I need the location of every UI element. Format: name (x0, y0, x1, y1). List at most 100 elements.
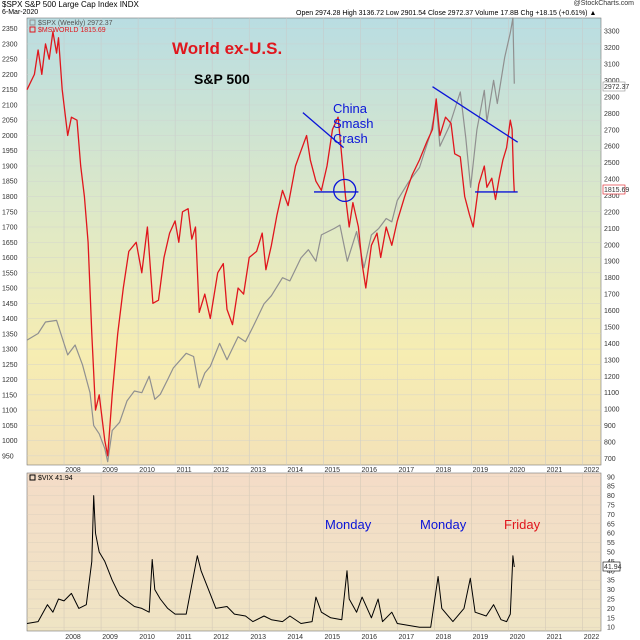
main-legend: $SPX (Weekly) 2972.37 $MSWORLD 1815.69 (29, 19, 113, 34)
spx-last-value-tag: 2972.37 (602, 81, 629, 92)
vix-tick-label: 70 (607, 512, 615, 519)
spx-line (26, 17, 515, 463)
left-tick-label: 1600 (2, 255, 18, 262)
vix-x-tick-label: 2022 (584, 634, 600, 640)
vix-tick-label: 85 (607, 484, 615, 491)
left-tick-label: 1850 (2, 179, 18, 186)
annotation-shapes (302, 86, 519, 203)
vix-line (26, 495, 515, 628)
right-tick-label: 2200 (604, 209, 620, 216)
vix-x-tick-label: 2012 (213, 634, 229, 640)
left-tick-label: 1650 (2, 240, 18, 247)
vix-x-tick-label: 2009 (102, 634, 118, 640)
left-tick-label: 2350 (2, 26, 18, 33)
vix-x-tick-label: 2013 (250, 634, 266, 640)
vix-x-tick-label: 2016 (362, 634, 378, 640)
x-tick-label: 2021 (547, 467, 563, 474)
left-tick-label: 1350 (2, 331, 18, 338)
vix-legend-label: $VIX 41.94 (38, 475, 73, 482)
left-tick-label: 1200 (2, 377, 18, 384)
vix-tick-label: 30 (607, 587, 615, 594)
x-tick-label: 2017 (399, 467, 415, 474)
axis-ticks: 2008200820092009201020102011201120122012… (2, 26, 620, 640)
right-tick-label: 3300 (604, 29, 620, 36)
world-ex-us-annotation: World ex-U.S. (172, 39, 282, 58)
vix-last-value: 41.94 (604, 564, 622, 571)
right-tick-label: 1700 (604, 292, 620, 299)
right-tick-label: 3100 (604, 62, 620, 69)
x-tick-label: 2014 (287, 467, 303, 474)
left-tick-label: 2100 (2, 102, 18, 109)
china-trendline (302, 112, 345, 149)
world-trendline (432, 86, 519, 143)
right-tick-label: 1300 (604, 357, 620, 364)
left-tick-label: 2050 (2, 118, 18, 125)
vix-gridlines (27, 473, 601, 631)
vix-x-tick-label: 2021 (547, 634, 563, 640)
main-gridlines (27, 18, 601, 465)
right-tick-label: 1500 (604, 324, 620, 331)
left-tick-label: 1100 (2, 408, 17, 415)
x-tick-label: 2012 (213, 467, 229, 474)
world-line (26, 31, 515, 457)
left-tick-label: 1500 (2, 286, 18, 293)
x-tick-label: 2018 (436, 467, 452, 474)
vix-tick-label: 25 (607, 597, 615, 604)
spx-last-value-box (602, 81, 626, 92)
x-tick-label: 2016 (362, 467, 378, 474)
chart-header: $SPX S&P 500 Large Cap Index INDX 6-Mar-… (0, 0, 640, 18)
left-tick-label: 1150 (2, 392, 17, 399)
x-tick-label: 2011 (177, 467, 192, 474)
china-annotation-line1: China (333, 101, 368, 116)
right-tick-label: 2100 (604, 226, 620, 233)
right-tick-label: 700 (604, 456, 616, 463)
vix-friday-label: Friday (504, 517, 541, 532)
china-annotation-line2: Smash (333, 116, 373, 131)
ohlc-readout: Open 2974.28 High 3136.72 Low 2901.54 Cl… (296, 10, 597, 17)
left-tick-label: 950 (2, 453, 14, 460)
right-tick-label: 2900 (604, 94, 620, 101)
right-tick-label: 1200 (604, 374, 620, 381)
vix-x-tick-label: 2010 (139, 634, 155, 640)
left-tick-label: 1550 (2, 270, 18, 277)
right-tick-label: 2400 (604, 177, 620, 184)
vix-tick-label: 40 (607, 568, 615, 575)
left-tick-label: 1300 (2, 347, 18, 354)
left-tick-label: 1450 (2, 301, 18, 308)
main-series (26, 17, 515, 463)
world-last-value-tag: 1815.69 (602, 184, 629, 195)
sp500-annotation: S&P 500 (194, 71, 250, 87)
right-tick-label: 1100 (604, 390, 619, 397)
vix-tick-label: 55 (607, 540, 615, 547)
left-tick-label: 2300 (2, 41, 18, 48)
left-tick-label: 2250 (2, 57, 18, 64)
right-tick-label: 1400 (604, 341, 620, 348)
vix-x-tick-label: 2018 (436, 634, 452, 640)
vix-tick-label: 10 (607, 625, 615, 632)
vix-monday-label-1: Monday (325, 517, 372, 532)
brand-label: @StockCharts.com (573, 0, 634, 7)
spx-legend-label: $SPX (Weekly) 2972.37 (38, 20, 113, 27)
vix-tick-label: 50 (607, 550, 615, 557)
spx-last-value: 2972.37 (604, 84, 629, 91)
right-tick-label: 2000 (604, 242, 620, 249)
x-tick-label: 2022 (584, 467, 600, 474)
vix-x-tick-label: 2014 (287, 634, 303, 640)
vix-tick-label: 60 (607, 531, 615, 538)
x-tick-label: 2008 (65, 467, 81, 474)
left-tick-label: 1000 (2, 438, 18, 445)
date-label: 6-Mar-2020 (2, 9, 39, 16)
left-tick-label: 1750 (2, 209, 18, 216)
vix-x-tick-label: 2020 (510, 634, 526, 640)
world-last-value: 1815.69 (604, 187, 629, 194)
right-tick-label: 800 (604, 439, 616, 446)
x-tick-label: 2009 (102, 467, 118, 474)
breakdown-circle (333, 178, 357, 203)
vix-x-tick-label: 2019 (473, 634, 489, 640)
china-annotation-line3: Crash (333, 131, 368, 146)
vix-tick-label: 80 (607, 493, 615, 500)
right-tick-label: 1600 (604, 308, 620, 315)
world-legend-label: $MSWORLD 1815.69 (38, 27, 106, 34)
left-tick-label: 1400 (2, 316, 18, 323)
right-tick-label: 1800 (604, 275, 620, 282)
